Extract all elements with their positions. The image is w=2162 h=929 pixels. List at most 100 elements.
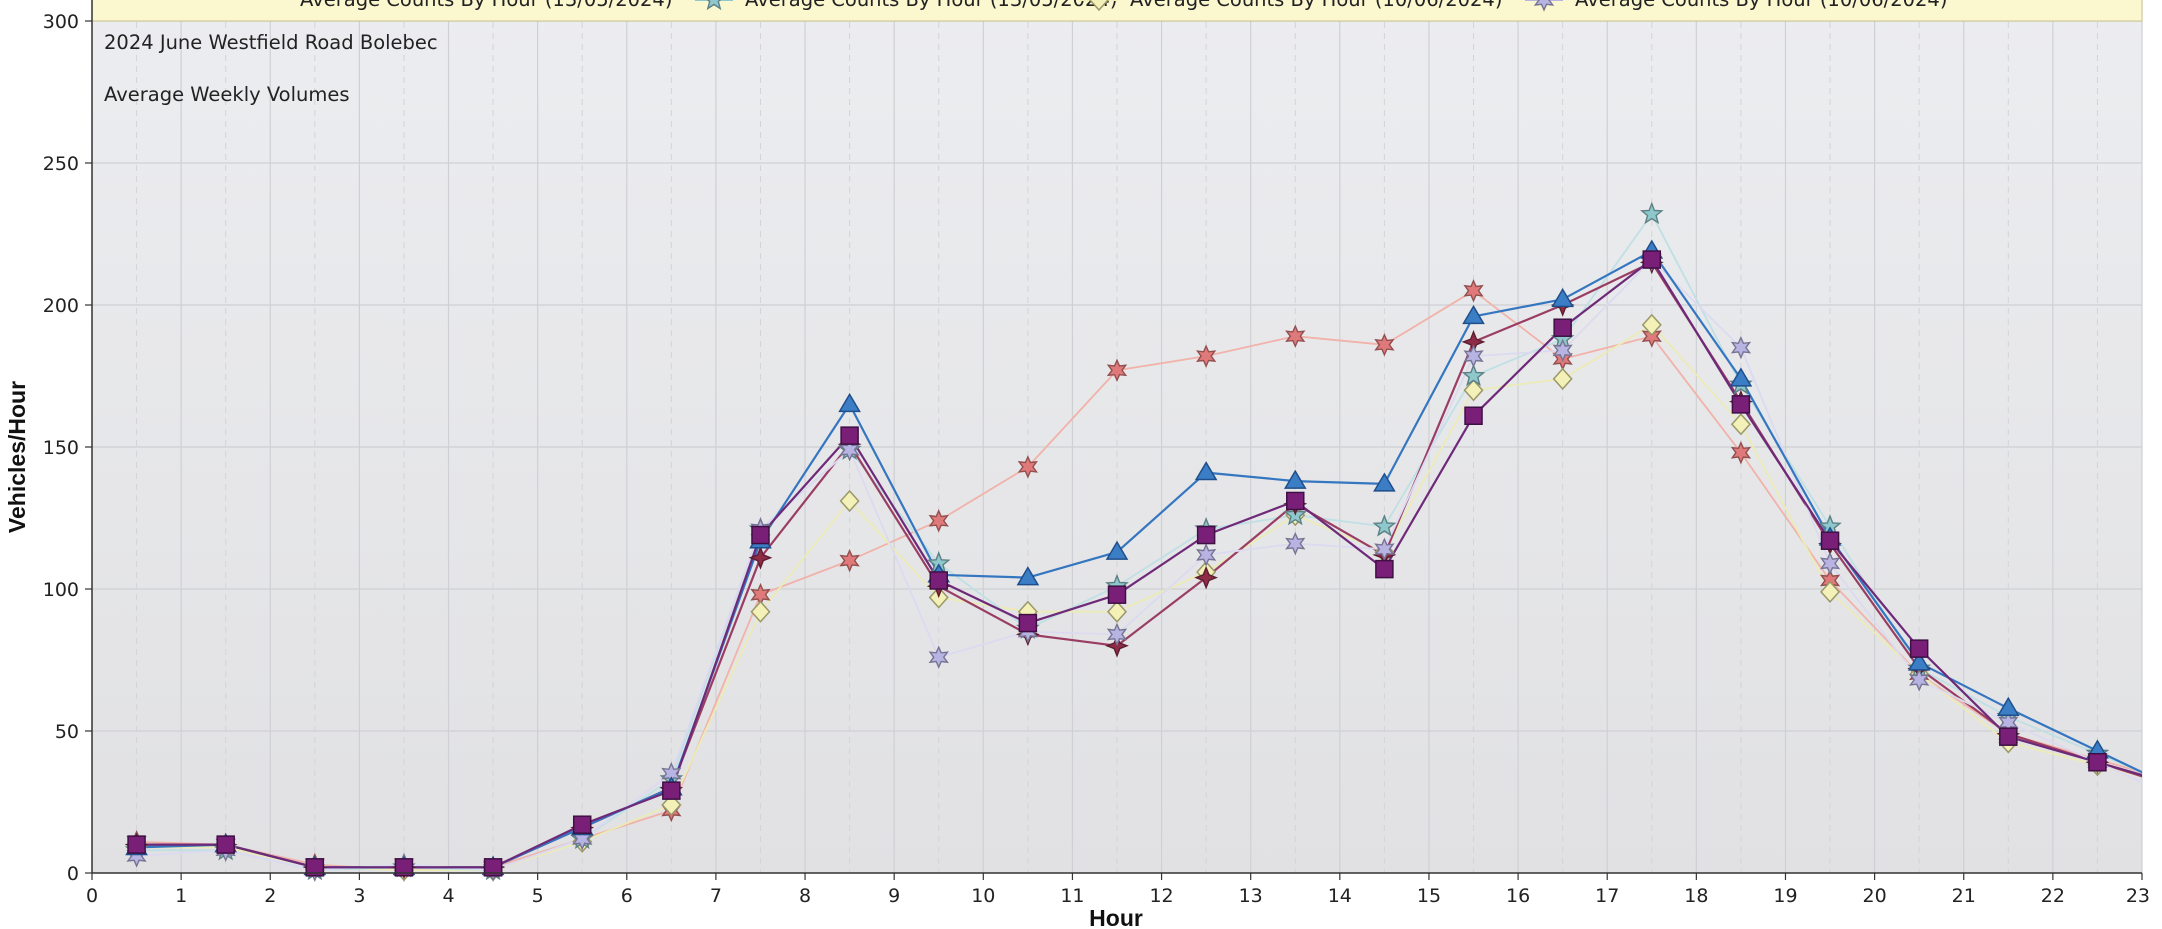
series-0-point — [1374, 333, 1395, 357]
series-0-point — [1017, 455, 1038, 479]
series-6-point — [840, 426, 859, 445]
series-0-point — [1730, 440, 1752, 465]
series-4-point — [1106, 622, 1128, 647]
series-2-point — [1372, 514, 1397, 537]
series-6-point — [1018, 613, 1038, 633]
series-4-point — [1196, 543, 1217, 567]
series-4-point — [1285, 531, 1306, 556]
series-6-point — [394, 858, 414, 877]
series-6-point — [1196, 525, 1216, 545]
x-tick-label: 12 — [1149, 885, 1173, 907]
x-tick-label: 15 — [1417, 885, 1441, 907]
series-5-point — [1283, 469, 1307, 489]
x-tick-label: 14 — [1328, 885, 1352, 907]
y-tick-label: 250 — [43, 153, 79, 175]
series-4-point — [1374, 537, 1395, 561]
series-1-point — [839, 489, 860, 513]
legend-marker — [1533, 0, 1555, 12]
series-1-point — [1820, 580, 1841, 603]
series-6-point — [1731, 395, 1751, 414]
series-0-point — [1196, 344, 1217, 368]
series-0-point — [839, 548, 860, 573]
series-5-point — [1194, 461, 1218, 481]
y-tick-label: 300 — [43, 11, 79, 33]
x-tick-label: 3 — [353, 885, 365, 907]
series-5-point — [1373, 472, 1396, 492]
series-2-point — [1639, 201, 1664, 225]
legend-marker — [706, 0, 722, 11]
series-5-point — [1907, 651, 1931, 671]
series-6-point — [1820, 531, 1840, 550]
annotation-subtitle: Average Weekly Volumes — [104, 83, 350, 106]
legend-label: Average Counts By Hour (13/05/2024) — [300, 0, 672, 11]
series-6-point — [1553, 318, 1572, 337]
series-5-point — [1996, 696, 2020, 717]
series-5-point — [1551, 287, 1574, 308]
series-6-point — [305, 858, 325, 877]
series-1-point — [1106, 600, 1128, 623]
series-4-point — [1908, 668, 1930, 692]
x-tick-label: 16 — [1506, 885, 1530, 907]
x-tick-label: 19 — [1773, 885, 1797, 907]
series-6-point — [2088, 752, 2107, 772]
series-6-point — [662, 781, 681, 800]
x-tick-label: 4 — [442, 885, 454, 907]
x-tick-label: 7 — [710, 885, 722, 907]
y-tick-label: 150 — [43, 437, 79, 459]
series-5-point — [838, 392, 861, 413]
series-0-point — [1641, 324, 1662, 348]
x-tick-label: 5 — [532, 885, 544, 907]
series-6-point — [1464, 406, 1483, 426]
series-6-point — [1286, 491, 1305, 511]
x-tick-label: 11 — [1060, 885, 1084, 907]
series-4-point — [1463, 344, 1484, 368]
legend-label: Average Counts By Hour (10/06/2024) — [1130, 0, 1502, 11]
series-4-point — [1819, 551, 1841, 576]
x-tick-label: 2 — [264, 885, 276, 907]
series-6-point — [572, 815, 592, 834]
x-tick-label: 18 — [1684, 885, 1708, 907]
series-1-point — [1552, 367, 1573, 390]
series-0-point — [928, 509, 949, 533]
series-2-point — [1461, 363, 1486, 387]
x-tick-label: 9 — [888, 885, 900, 907]
x-tick-label: 1 — [175, 885, 187, 907]
x-tick-label: 22 — [2041, 885, 2065, 907]
series-1-point — [750, 600, 771, 623]
series-6-point — [1107, 585, 1127, 604]
x-tick-label: 17 — [1595, 885, 1619, 907]
x-tick-label: 21 — [1952, 885, 1976, 907]
series-5-point — [1462, 304, 1485, 325]
y-tick-label: 50 — [55, 721, 79, 743]
series-4-point — [928, 645, 949, 669]
x-tick-label: 6 — [621, 885, 633, 907]
series-0-point — [1106, 358, 1128, 383]
x-tick-label: 0 — [86, 885, 98, 907]
series-4-point — [1552, 338, 1573, 363]
annotation-title: 2024 June Westfield Road Bolebec — [104, 31, 438, 54]
series-6-point — [1999, 727, 2018, 746]
series-1-point — [1641, 313, 1662, 337]
y-axis-title: Vehicles/Hour — [4, 381, 30, 533]
series-line-4 — [136, 258, 2142, 872]
x-tick-label: 10 — [971, 885, 995, 907]
series-6-point — [1642, 250, 1662, 269]
series-5-point — [1729, 367, 1753, 387]
series-3-point — [748, 545, 773, 570]
series-0-point — [1463, 279, 1484, 303]
series-6-point — [1909, 639, 1929, 658]
series-6-point — [929, 571, 948, 590]
series-line-6 — [136, 258, 2142, 869]
series-4-point — [1730, 335, 1752, 360]
legend-label: Average Counts By Hour (10/06/2024) — [1575, 0, 1947, 11]
series-6-point — [1375, 559, 1394, 579]
series-5-point — [1016, 566, 1040, 586]
x-tick-label: 23 — [2126, 885, 2150, 907]
series-0-point — [1285, 324, 1306, 348]
x-tick-label: 8 — [799, 885, 811, 907]
series-6-point — [751, 525, 770, 545]
legend-marker — [1088, 0, 1110, 12]
y-tick-label: 100 — [43, 579, 79, 601]
